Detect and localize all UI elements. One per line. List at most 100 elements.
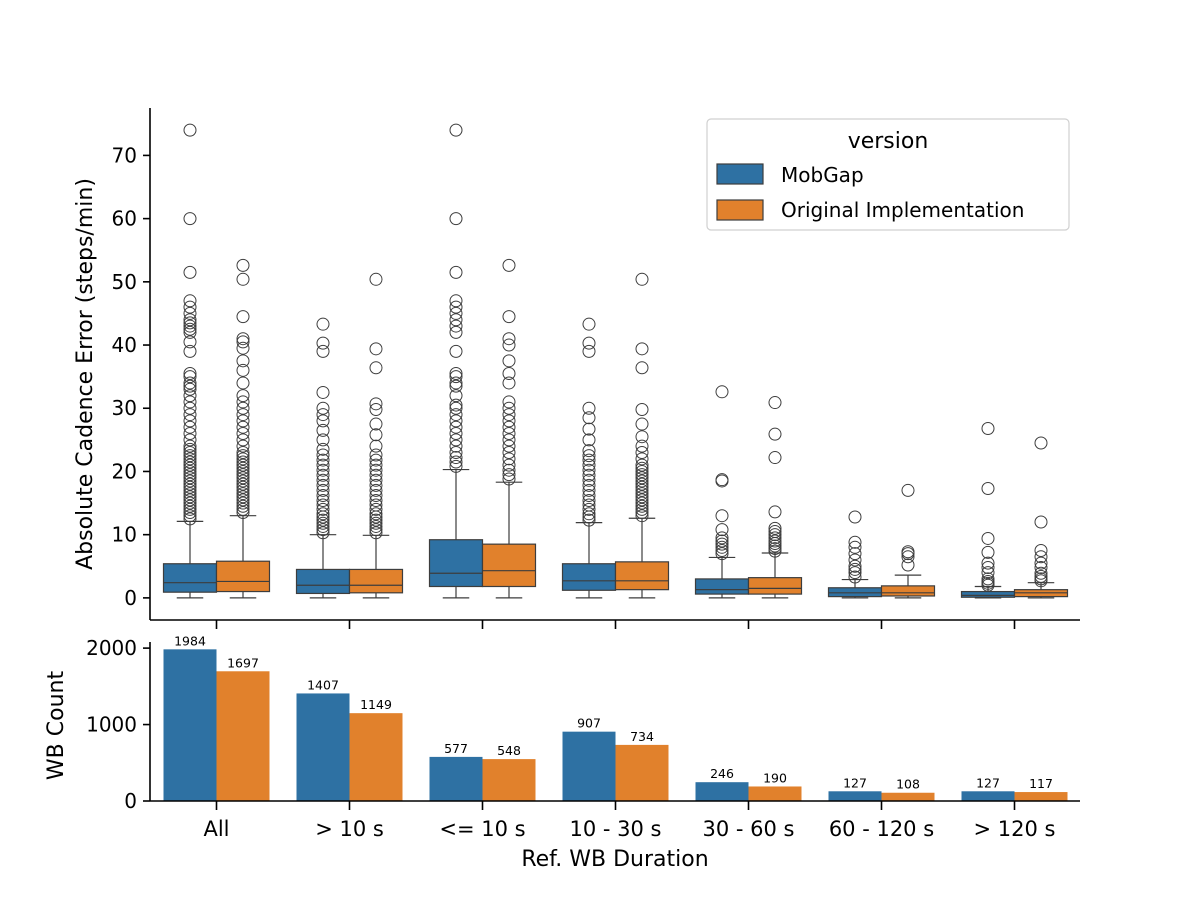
outlier-point — [236, 493, 250, 507]
outlier-point — [502, 472, 516, 486]
outlier-point — [316, 423, 330, 437]
bar-mobgap-120-s — [961, 791, 1015, 801]
outlier-point — [183, 335, 197, 349]
outlier-point — [768, 542, 782, 556]
outlier-point — [316, 463, 330, 477]
outlier-point — [635, 493, 649, 507]
outlier-point — [635, 417, 649, 431]
outlier-point — [901, 558, 915, 572]
outlier-point — [316, 498, 330, 512]
x-tick-label-all: All — [203, 817, 229, 841]
outlier-point — [981, 545, 995, 559]
bar-mobgap-10-30-s — [562, 731, 616, 801]
outlier-point — [183, 433, 197, 447]
outlier-point — [582, 422, 596, 436]
outlier-point — [715, 543, 729, 557]
outlier-point — [981, 572, 995, 586]
outlier-point — [183, 502, 197, 516]
outlier-point — [502, 468, 516, 482]
outlier-point — [183, 420, 197, 434]
outlier-point — [449, 212, 463, 226]
bar-original-implementation-10-s — [349, 713, 403, 801]
outlier-point — [449, 319, 463, 333]
outlier-point — [316, 336, 330, 350]
outlier-point — [635, 361, 649, 375]
outlier-point — [183, 344, 197, 358]
outlier-point — [369, 513, 383, 527]
outlier-point — [901, 550, 915, 564]
iqr-box — [960, 590, 1016, 598]
top-y-tick-label-20: 20 — [112, 459, 137, 483]
box-mobgap-10-s — [428, 123, 484, 599]
outlier-point — [316, 468, 330, 482]
outlier-point — [582, 510, 596, 524]
outlier-point — [582, 502, 596, 516]
top-y-tick-label-30: 30 — [112, 396, 137, 420]
outlier-point — [316, 414, 330, 428]
outlier-point — [1034, 569, 1048, 583]
outlier-point — [369, 361, 383, 375]
outlier-point — [183, 300, 197, 314]
outlier-point — [582, 494, 596, 508]
outlier-point — [236, 354, 250, 368]
outlier-point — [449, 401, 463, 415]
iqr-box — [428, 539, 484, 588]
outlier-point — [316, 478, 330, 492]
outlier-point — [369, 507, 383, 521]
outlier-point — [236, 433, 250, 447]
outlier-point — [449, 366, 463, 380]
outlier-point — [316, 523, 330, 537]
outlier-point — [635, 452, 649, 466]
outlier-point — [848, 559, 862, 573]
outlier-point — [236, 468, 250, 482]
outlier-point — [316, 526, 330, 540]
outlier-point — [635, 461, 649, 475]
outlier-point — [635, 403, 649, 417]
outlier-point — [183, 455, 197, 469]
outlier-point — [1034, 543, 1048, 557]
outlier-point — [369, 439, 383, 453]
outlier-point — [183, 212, 197, 226]
outlier-point — [316, 453, 330, 467]
bar-value-label-mobgap-10-s: 1407 — [307, 677, 339, 692]
outlier-point — [715, 534, 729, 548]
outlier-point — [183, 509, 197, 523]
bar-value-label-mobgap-30-60-s: 246 — [710, 766, 734, 781]
bar-value-label-mobgap-60-120-s: 127 — [843, 775, 867, 790]
outlier-point — [635, 477, 649, 491]
outlier-point — [502, 338, 516, 352]
outlier-point — [502, 445, 516, 459]
outlier-point — [236, 445, 250, 459]
outlier-point — [582, 444, 596, 458]
outlier-point — [316, 408, 330, 422]
outlier-point — [369, 488, 383, 502]
box-plot-marks — [162, 123, 1069, 599]
outlier-point — [582, 433, 596, 447]
outlier-point — [236, 449, 250, 463]
bar-value-label-mobgap-all: 1984 — [174, 633, 206, 648]
outlier-point — [449, 379, 463, 393]
outlier-point — [635, 272, 649, 286]
outlier-point — [981, 556, 995, 570]
outlier-point — [582, 483, 596, 497]
bottom-y-axis-label: WB Count — [44, 671, 69, 781]
outlier-point — [502, 332, 516, 346]
outlier-point — [502, 433, 516, 447]
iqr-box — [295, 568, 351, 595]
outlier-point — [715, 547, 729, 561]
outlier-point — [236, 376, 250, 390]
outlier-point — [236, 487, 250, 501]
bottom-y-tick-label-1000: 1000 — [86, 713, 137, 737]
outlier-point — [768, 525, 782, 539]
outlier-point — [848, 535, 862, 549]
outlier-point — [183, 496, 197, 510]
bar-original-implementation-10-30-s — [615, 744, 669, 801]
outlier-point — [183, 427, 197, 441]
bottom-x-axis-ticks: All > 10 s <= 10 s 10 - 30 s 30 - 60 s 60 - 1… — [203, 801, 1055, 841]
outlier-point — [848, 553, 862, 567]
outlier-point — [316, 502, 330, 516]
outlier-point — [236, 490, 250, 504]
outlier-point — [582, 411, 596, 425]
box-original-implementation-all — [215, 258, 271, 599]
outlier-point — [183, 452, 197, 466]
